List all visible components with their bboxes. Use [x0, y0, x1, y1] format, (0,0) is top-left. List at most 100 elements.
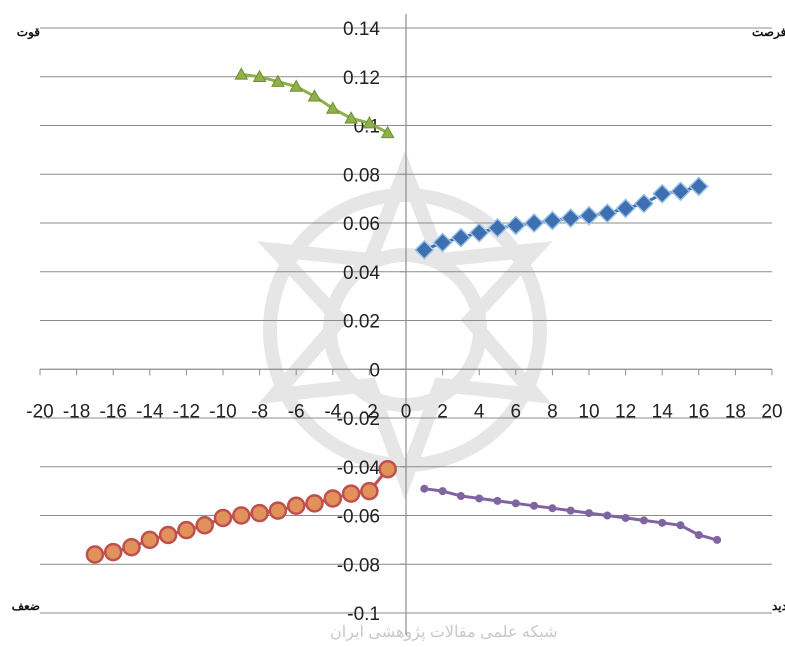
series-0-point-6 — [344, 111, 358, 124]
series-3-point-15 — [694, 531, 703, 539]
y-tick-label-5: 0 — [369, 360, 380, 381]
series-2-point-10 — [268, 501, 288, 520]
series-2-point-16 — [378, 459, 397, 479]
x-tick-label-9: -2 — [361, 401, 378, 422]
x-tick-label-16: 12 — [615, 401, 636, 422]
series-2-point-15 — [360, 481, 379, 501]
x-tick-label-7: -6 — [288, 401, 305, 422]
series-3-point-13 — [658, 518, 667, 527]
y-tick-label-9: 0.08 — [343, 165, 380, 186]
series-3-point-3 — [475, 494, 484, 503]
series-1-point-5 — [505, 215, 526, 236]
series-3 — [420, 484, 722, 544]
series-0-point-1 — [252, 69, 267, 83]
series-0-point-0 — [234, 67, 249, 80]
series-3-point-9 — [585, 509, 593, 518]
series-1-point-9 — [578, 205, 600, 226]
series-1-point-14 — [670, 181, 691, 202]
watermark-text: شبکه علمی مقالات پژوهشی ایران — [330, 624, 558, 641]
series-2-point-4 — [158, 525, 178, 545]
series-3-point-12 — [639, 516, 648, 525]
series-1-point-13 — [652, 183, 673, 204]
series-2-point-9 — [250, 503, 269, 523]
series-3-point-14 — [676, 521, 685, 530]
series-2 — [85, 459, 397, 564]
series-3-point-7 — [548, 504, 557, 513]
quadrant-label-bottom-left: ضعف — [12, 599, 40, 613]
series-2-point-8 — [232, 506, 251, 525]
x-tick-label-1: -18 — [63, 401, 90, 422]
x-tick-label-15: 10 — [578, 401, 599, 422]
series-2-point-13 — [323, 489, 343, 508]
x-tick-label-5: -10 — [209, 401, 236, 422]
y-tick-label-6: 0.02 — [343, 312, 380, 333]
series-0-point-7 — [362, 116, 377, 129]
series-2-point-6 — [195, 516, 214, 535]
svg-text:شبکه علمی مقالات پژوهشی ایران: شبکه علمی مقالات پژوهشی ایران — [330, 624, 558, 641]
x-tick-label-10: 0 — [401, 401, 412, 422]
series-1-point-7 — [542, 210, 563, 231]
y-tick-label-8: 0.06 — [343, 214, 380, 235]
series-3-point-5 — [511, 499, 520, 508]
series-1-point-12 — [633, 193, 654, 214]
series-2-point-14 — [341, 484, 361, 503]
x-tick-label-11: 2 — [437, 401, 448, 422]
series-3-point-8 — [566, 506, 575, 515]
series-1-point-4 — [487, 217, 508, 238]
series-3-point-10 — [603, 511, 612, 520]
series-0-point-5 — [325, 101, 340, 114]
x-tick-label-8: -4 — [324, 401, 341, 422]
axes — [39, 14, 773, 635]
series-1-point-11 — [615, 198, 636, 219]
series-3-point-11 — [621, 513, 630, 522]
x-tick-label-0: -20 — [26, 401, 53, 422]
series-1-line — [423, 184, 700, 252]
series-2-point-2 — [122, 537, 141, 557]
x-tick-label-6: -8 — [251, 401, 268, 422]
series-0-point-8 — [380, 125, 395, 139]
series-0-point-2 — [271, 74, 285, 87]
y-tick-label-2: -0.06 — [337, 507, 380, 528]
x-tick-label-4: -12 — [173, 401, 200, 422]
series-2-point-11 — [286, 496, 306, 515]
series-3-point-1 — [438, 487, 447, 496]
x-tick-label-18: 16 — [688, 401, 709, 422]
series-0-point-4 — [307, 89, 322, 102]
quadrant-label-bottom-right: تهدید — [772, 599, 785, 614]
quadrant-labels: قوت فرصت ضعف تهدید — [12, 25, 785, 614]
series-1-point-6 — [524, 212, 545, 234]
series-layer — [85, 67, 722, 564]
series-0 — [234, 67, 395, 139]
x-tick-label-3: -14 — [136, 401, 164, 422]
series-3-point-0 — [420, 484, 429, 493]
series-2-point-12 — [305, 494, 324, 513]
series-2-point-5 — [177, 520, 196, 540]
y-tick-label-1: -0.08 — [337, 555, 380, 576]
watermark-emblem — [257, 150, 553, 501]
y-tick-label-11: 0.12 — [343, 68, 380, 89]
x-tick-label-17: 14 — [652, 401, 674, 422]
series-3-point-16 — [713, 535, 722, 544]
series-1-point-0 — [414, 239, 435, 260]
x-tick-label-13: 6 — [511, 401, 522, 422]
y-tick-label-12: 0.14 — [343, 19, 380, 40]
x-tick-label-14: 8 — [547, 401, 558, 422]
y-tick-label-7: 0.04 — [343, 263, 380, 284]
series-1 — [414, 176, 709, 260]
series-0-point-3 — [289, 79, 304, 92]
series-1-point-8 — [560, 208, 581, 229]
series-2-point-1 — [103, 542, 123, 562]
tick-labels: -20 -18 -16 -14 -12 -10 -8 -6 -4 -2 0 2 4 6 8 10 12 14 16 1… — [26, 19, 782, 625]
y-tick-label-0: -0.1 — [347, 604, 380, 625]
series-1-point-15 — [688, 176, 709, 197]
x-tick-label-2: -16 — [99, 401, 126, 422]
y-tick-label-3: -0.04 — [337, 458, 381, 479]
series-3-point-6 — [530, 501, 539, 510]
x-tick-label-12: 4 — [474, 401, 485, 422]
series-2-point-7 — [213, 508, 233, 528]
x-tick-label-19: 18 — [725, 401, 746, 422]
y-tick-label-4: -0.02 — [337, 409, 380, 430]
series-3-point-2 — [456, 492, 465, 500]
series-1-point-10 — [597, 203, 618, 224]
